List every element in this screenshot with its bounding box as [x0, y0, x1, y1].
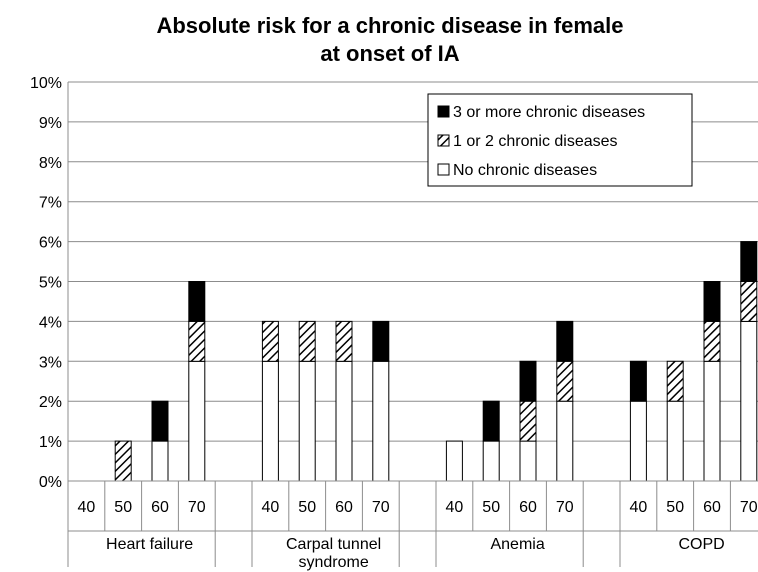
legend-swatch-three_plus: [437, 105, 450, 118]
x-tick-label: 50: [482, 499, 500, 516]
bar-none: [261, 360, 279, 482]
y-tick-label: 5%: [39, 275, 62, 292]
x-tick-label: 60: [703, 499, 721, 516]
y-tick-label: 1%: [39, 434, 62, 451]
x-tick-label: 70: [188, 499, 206, 516]
legend-label-three_plus: 3 or more chronic diseases: [453, 104, 645, 121]
bar-none: [482, 440, 500, 482]
bar-one_or_two: [740, 281, 758, 322]
legend-swatch-none: [437, 163, 450, 176]
bar-three_plus: [703, 281, 721, 322]
bar-three_plus: [519, 360, 537, 402]
x-tick-label: 60: [151, 499, 169, 516]
x-tick-label: 50: [298, 499, 316, 516]
y-tick-label: 0%: [39, 474, 62, 491]
bar-none: [740, 320, 758, 482]
bar-three_plus: [629, 360, 647, 402]
bar-none: [666, 400, 684, 482]
x-tick-label: 60: [519, 499, 537, 516]
x-tick-label: 40: [630, 499, 648, 516]
x-tick-label: 70: [556, 499, 574, 516]
bar-one_or_two: [556, 360, 574, 402]
legend-swatch-one_or_two: [437, 134, 450, 147]
bar-none: [335, 360, 353, 482]
bar-one_or_two: [298, 320, 316, 362]
legend-box: [427, 93, 693, 187]
bar-one_or_two: [114, 440, 132, 482]
y-tick-label: 2%: [39, 394, 62, 411]
y-tick-label: 7%: [39, 195, 62, 212]
group-label: Heart failure: [106, 536, 193, 553]
y-tick-label: 6%: [39, 235, 62, 252]
bar-three_plus: [188, 281, 206, 322]
bar-none: [629, 400, 647, 482]
chart-title-line-2: at onset of IA: [320, 41, 460, 66]
x-tick-label: 40: [262, 499, 280, 516]
y-tick-label: 10%: [30, 75, 62, 92]
bar-one_or_two: [261, 320, 279, 362]
bar-one_or_two: [188, 320, 206, 362]
bar-none: [519, 440, 537, 482]
bar-one_or_two: [666, 360, 684, 402]
bar-one_or_two: [703, 320, 721, 362]
bar-none: [298, 360, 316, 482]
chart-title: Absolute risk for a chronic disease in f…: [90, 12, 690, 68]
bar-none: [703, 360, 721, 482]
x-tick-label: 70: [372, 499, 390, 516]
x-tick-label: 50: [666, 499, 684, 516]
y-tick-label: 4%: [39, 314, 62, 331]
legend-label-none: No chronic diseases: [453, 162, 597, 179]
bar-three_plus: [556, 320, 574, 362]
x-tick-label: 60: [335, 499, 353, 516]
bar-none: [372, 360, 390, 482]
y-tick-label: 8%: [39, 155, 62, 172]
bar-three_plus: [372, 320, 390, 362]
bar-three_plus: [151, 400, 169, 442]
bar-one_or_two: [335, 320, 353, 362]
bar-none: [151, 440, 169, 482]
y-tick-label: 3%: [39, 354, 62, 371]
group-label: syndrome: [298, 554, 368, 571]
group-label: Carpal tunnel: [286, 536, 381, 553]
x-tick-label: 40: [446, 499, 464, 516]
x-tick-label: 50: [114, 499, 132, 516]
bar-none: [556, 400, 574, 482]
bar-three_plus: [740, 241, 758, 283]
y-tick-label: 9%: [39, 115, 62, 132]
group-label: Anemia: [490, 536, 544, 553]
bar-three_plus: [482, 400, 500, 442]
chart-title-line-1: Absolute risk for a chronic disease in f…: [156, 13, 624, 38]
bar-one_or_two: [519, 400, 537, 442]
x-tick-label: 40: [78, 499, 96, 516]
bar-none: [445, 440, 463, 482]
x-tick-label: 70: [740, 499, 758, 516]
legend-label-one_or_two: 1 or 2 chronic diseases: [453, 133, 618, 150]
bar-none: [188, 360, 206, 482]
group-label: COPD: [678, 536, 724, 553]
